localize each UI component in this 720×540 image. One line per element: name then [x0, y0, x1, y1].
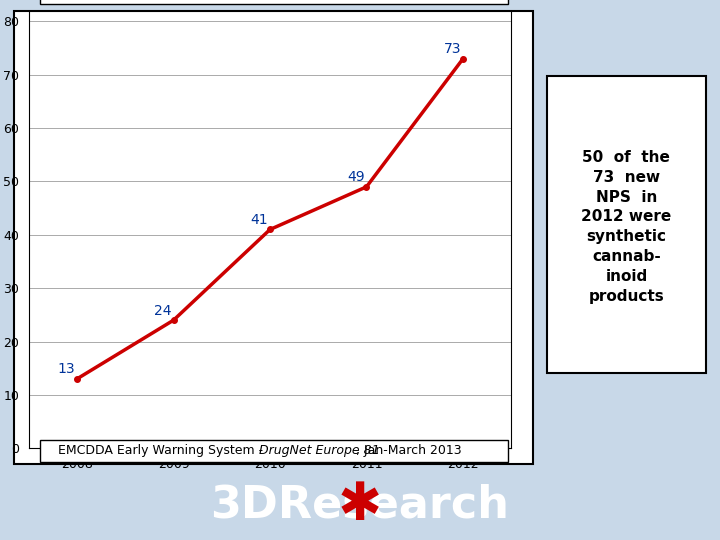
Text: 13: 13	[58, 362, 75, 376]
Text: 73: 73	[444, 42, 461, 56]
Text: 50  of  the
73  new
NPS  in
2012 were
synthetic
cannab-
inoid
products: 50 of the 73 new NPS in 2012 were synthe…	[581, 150, 672, 303]
Text: 3DResearch: 3DResearch	[210, 483, 510, 526]
Text: 24: 24	[154, 303, 171, 318]
Text: ✱: ✱	[338, 479, 382, 531]
Text: 49: 49	[347, 170, 364, 184]
Text: DrugNet Europe 81: DrugNet Europe 81	[259, 444, 380, 457]
Text: EMCDDA Early Warning System -: EMCDDA Early Warning System -	[58, 444, 266, 457]
Text: 41: 41	[251, 213, 268, 227]
Text: , Jan-March 2013: , Jan-March 2013	[356, 444, 462, 457]
